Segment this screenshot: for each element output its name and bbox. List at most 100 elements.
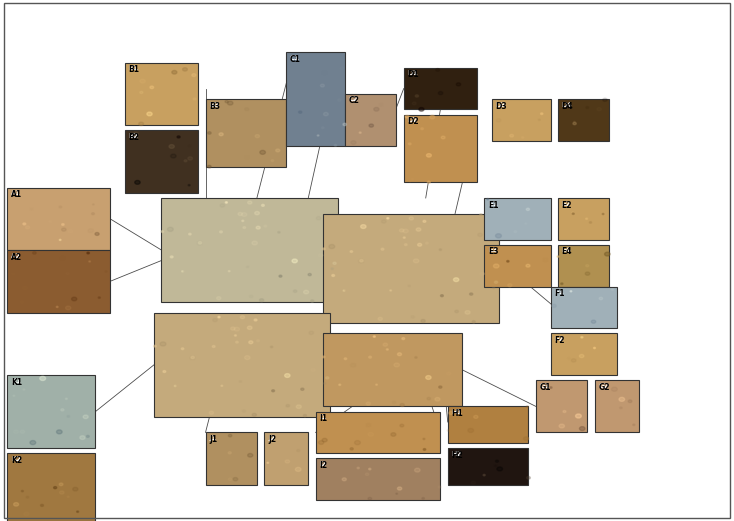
- Circle shape: [359, 132, 361, 133]
- Circle shape: [228, 452, 231, 454]
- Circle shape: [252, 413, 256, 416]
- Circle shape: [264, 225, 267, 227]
- Circle shape: [181, 348, 184, 350]
- Circle shape: [21, 490, 23, 492]
- Circle shape: [244, 356, 250, 359]
- Text: E3: E3: [488, 247, 498, 254]
- Circle shape: [495, 281, 498, 283]
- Circle shape: [65, 398, 68, 400]
- Circle shape: [603, 214, 604, 215]
- Circle shape: [378, 317, 382, 320]
- Circle shape: [421, 128, 424, 130]
- Text: F1: F1: [554, 289, 564, 295]
- Circle shape: [322, 438, 327, 442]
- Bar: [206, 432, 257, 485]
- Text: K1: K1: [11, 378, 21, 384]
- Circle shape: [495, 465, 497, 466]
- Circle shape: [561, 283, 563, 284]
- Text: H1: H1: [451, 409, 462, 415]
- Text: D4: D4: [562, 102, 573, 110]
- Bar: [323, 214, 499, 323]
- Circle shape: [413, 102, 416, 105]
- Circle shape: [68, 230, 73, 233]
- Text: J1: J1: [209, 435, 217, 444]
- Text: B3: B3: [209, 102, 219, 108]
- Circle shape: [308, 274, 311, 276]
- Circle shape: [581, 337, 583, 338]
- Circle shape: [161, 231, 164, 232]
- Circle shape: [423, 438, 425, 440]
- Circle shape: [105, 271, 107, 272]
- Circle shape: [415, 356, 417, 358]
- Circle shape: [176, 384, 180, 387]
- Text: B1: B1: [128, 65, 139, 74]
- Circle shape: [589, 221, 592, 223]
- Circle shape: [233, 478, 238, 481]
- Circle shape: [322, 356, 325, 358]
- Bar: [125, 63, 198, 125]
- Circle shape: [321, 84, 324, 87]
- Text: K2: K2: [11, 456, 21, 462]
- Circle shape: [387, 218, 389, 219]
- Circle shape: [471, 481, 476, 484]
- Circle shape: [416, 228, 421, 231]
- Circle shape: [244, 156, 250, 159]
- Circle shape: [228, 435, 232, 437]
- Circle shape: [611, 387, 617, 391]
- Circle shape: [435, 398, 440, 401]
- Circle shape: [423, 220, 426, 222]
- Circle shape: [212, 345, 215, 348]
- Bar: [448, 406, 528, 443]
- Circle shape: [408, 143, 411, 145]
- Circle shape: [374, 107, 379, 111]
- Circle shape: [267, 462, 269, 463]
- Text: D2: D2: [407, 117, 419, 126]
- Circle shape: [368, 432, 374, 436]
- Circle shape: [538, 119, 540, 120]
- Circle shape: [322, 71, 327, 75]
- Bar: [7, 250, 110, 313]
- Circle shape: [133, 132, 139, 136]
- Circle shape: [60, 481, 63, 483]
- Circle shape: [30, 208, 33, 210]
- Circle shape: [234, 327, 239, 331]
- Circle shape: [526, 477, 531, 479]
- Circle shape: [198, 242, 202, 244]
- Circle shape: [257, 340, 260, 342]
- Text: J1: J1: [209, 435, 217, 441]
- Circle shape: [526, 406, 528, 407]
- Circle shape: [400, 424, 404, 427]
- Bar: [404, 68, 477, 109]
- Circle shape: [344, 358, 346, 359]
- Circle shape: [89, 261, 90, 262]
- Circle shape: [272, 390, 275, 392]
- Circle shape: [342, 228, 347, 232]
- Circle shape: [255, 212, 259, 215]
- Circle shape: [225, 202, 228, 203]
- Circle shape: [342, 478, 346, 481]
- Circle shape: [472, 320, 475, 323]
- Circle shape: [334, 144, 337, 146]
- Circle shape: [351, 141, 356, 144]
- Circle shape: [366, 473, 368, 476]
- Circle shape: [83, 415, 88, 419]
- Circle shape: [236, 341, 239, 343]
- Circle shape: [430, 115, 435, 119]
- Circle shape: [332, 275, 335, 277]
- Circle shape: [397, 353, 401, 356]
- Circle shape: [213, 318, 217, 321]
- Circle shape: [13, 395, 15, 396]
- Circle shape: [592, 320, 596, 324]
- Circle shape: [191, 356, 195, 358]
- Circle shape: [54, 487, 57, 489]
- Circle shape: [241, 220, 244, 221]
- Circle shape: [21, 301, 23, 303]
- Circle shape: [297, 450, 299, 452]
- Circle shape: [189, 145, 191, 146]
- Circle shape: [230, 327, 235, 330]
- Circle shape: [394, 363, 399, 367]
- Circle shape: [286, 404, 289, 407]
- Circle shape: [411, 316, 415, 318]
- Text: D3: D3: [495, 102, 506, 108]
- Bar: [316, 458, 440, 500]
